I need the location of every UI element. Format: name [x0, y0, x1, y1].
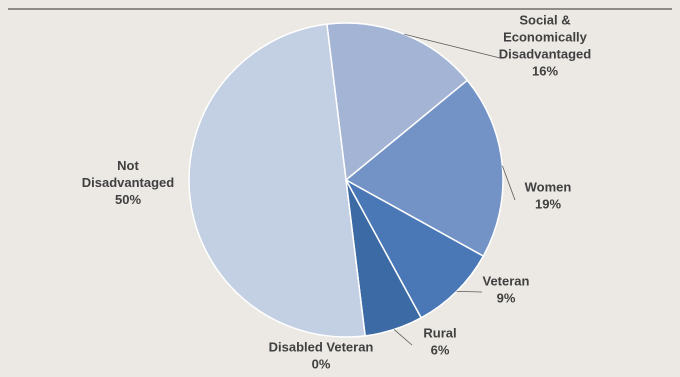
- leader-line-rural: [393, 329, 413, 346]
- leader-line-women: [501, 165, 516, 201]
- top-divider: [8, 8, 672, 10]
- pie-slice-veteran: [344, 178, 485, 319]
- pie-labels: Social & Economically Disadvantaged 16% Wome…: [82, 13, 592, 372]
- data-label-women: Women 19%: [525, 180, 572, 212]
- pie-slices: [188, 22, 504, 338]
- data-label-rural: Rural 6%: [423, 326, 456, 358]
- leader-line-veteran: [456, 291, 483, 293]
- leader-lines: [393, 33, 516, 346]
- data-label-disabled-veteran: Disabled Veteran 0%: [269, 340, 374, 372]
- data-label-not-disadvantaged: Not Disadvantaged 50%: [82, 158, 175, 207]
- pie-slice-women: [344, 79, 504, 258]
- data-label-veteran: Veteran 9%: [483, 274, 530, 306]
- data-label-social-economically-disadvantaged: Social & Economically Disadvantaged 16%: [499, 13, 592, 79]
- leader-line-social-economically-disadvantaged: [404, 33, 501, 59]
- pie-slice-not-disadvantaged: [188, 23, 366, 338]
